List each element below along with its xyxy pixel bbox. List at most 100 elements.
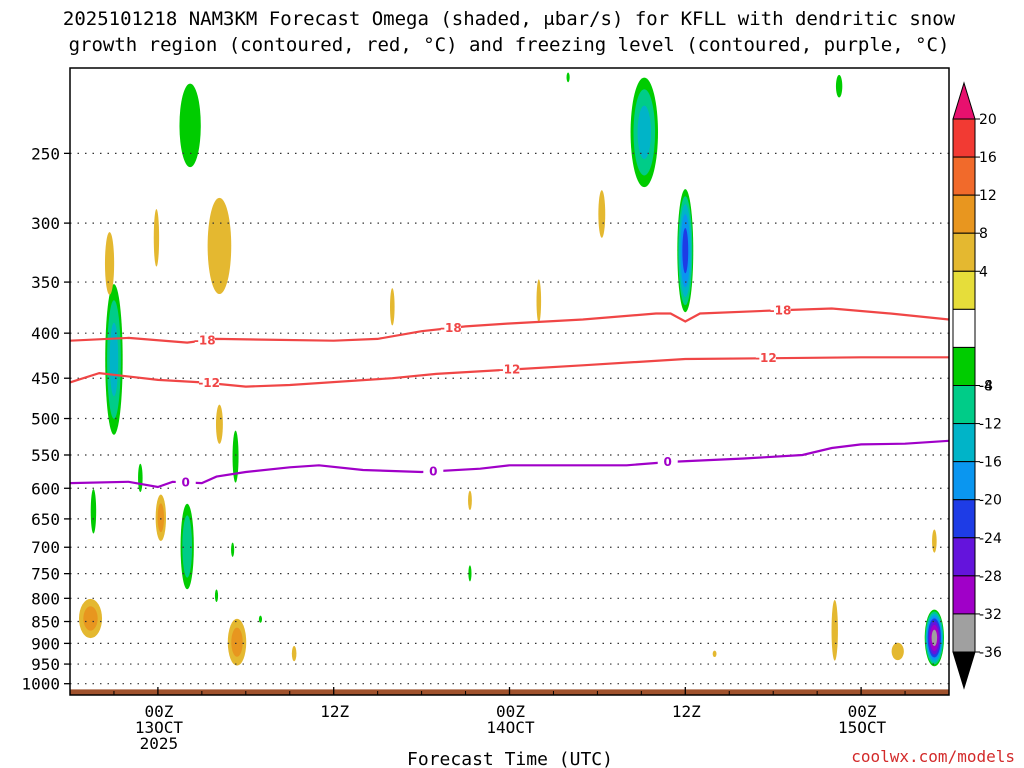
y-tick-label: 550 — [31, 446, 60, 465]
colorbar-max-triangle — [952, 81, 976, 120]
colorbar-label: -20 — [979, 493, 1002, 509]
omega-contour-level — [891, 642, 904, 661]
grid-lines — [70, 152, 949, 685]
x-tick-label: 15OCT — [838, 718, 887, 737]
y-tick-label: 700 — [31, 538, 60, 557]
colorbar-min-triangle — [952, 651, 976, 690]
contour-label: 0 — [182, 475, 190, 489]
y-tick-label: 300 — [31, 214, 60, 233]
x-tick-label: 12Z — [672, 702, 701, 721]
omega-cell-descent — [891, 642, 904, 661]
omega-contour-level — [712, 650, 717, 658]
omega-cell-descent — [536, 279, 542, 323]
colorbar-bin — [952, 461, 976, 501]
x-tick-label: 00Z — [848, 702, 877, 721]
omega-contour-level — [232, 430, 239, 483]
omega-contour-level — [390, 288, 395, 326]
contour-label-bg — [423, 464, 444, 479]
contour-label: -18 — [194, 333, 216, 347]
omega-cell-ascent — [214, 589, 219, 603]
omega-shading-layer — [78, 72, 944, 667]
colorbar-bin — [952, 270, 976, 310]
omega-cell-descent — [215, 404, 223, 444]
contour-label-bg — [499, 362, 520, 377]
y-tick-label: 400 — [31, 324, 60, 343]
omega-cell-ascent — [630, 77, 658, 188]
omega-cell-ascent — [258, 615, 263, 623]
omega-contour-level — [682, 228, 689, 274]
contour-label: -12 — [198, 376, 220, 390]
omega-cell-descent — [468, 490, 472, 511]
y-tick-label: 1000 — [21, 675, 60, 694]
y-tick-label: 800 — [31, 589, 60, 608]
omega-cell-ascent — [90, 488, 97, 534]
colorbar-bin — [952, 423, 976, 463]
x-tick-label: 00Z — [496, 702, 525, 721]
colorbar-bin — [952, 156, 976, 196]
omega-contour-level — [83, 606, 98, 631]
omega-contour-level — [182, 515, 193, 578]
omega-contour-level — [153, 209, 160, 267]
omega-cell-descent — [153, 209, 160, 267]
colorbar-label: 20 — [979, 112, 997, 128]
colorbar-label: -8 — [979, 379, 993, 395]
y-tick-label: 350 — [31, 273, 60, 292]
contour-label-bg — [657, 455, 678, 470]
contour-label-bg — [755, 351, 776, 366]
omega-cell-ascent — [566, 72, 570, 83]
omega-cell-ascent — [179, 83, 201, 168]
colorbar-label: -24 — [979, 531, 1002, 547]
omega-cell-descent — [831, 600, 838, 661]
y-tick-label: 900 — [31, 634, 60, 653]
colorbar-label: 8 — [979, 226, 988, 242]
x-tick-label: 12Z — [320, 702, 349, 721]
omega-cell-descent — [712, 650, 717, 658]
y-tick-label: 600 — [31, 479, 60, 498]
y-tick-label: 650 — [31, 510, 60, 529]
omega-contour-level — [932, 529, 937, 553]
colorbar-bin — [952, 499, 976, 539]
colorbar-bin — [952, 118, 976, 158]
colorbar-bin — [952, 613, 976, 653]
colorbar-bin — [952, 537, 976, 577]
omega-contour-level — [566, 72, 570, 83]
omega-contour-level — [258, 615, 263, 623]
contour-label: -18 — [770, 303, 792, 317]
colorbar-label: 16 — [979, 150, 997, 166]
contour-label: 0 — [664, 455, 672, 469]
omega-cell-descent — [598, 190, 606, 238]
contour-label-bg — [199, 376, 220, 391]
y-tick-label: 850 — [31, 613, 60, 632]
omega-cell-descent — [104, 232, 115, 295]
credit-link[interactable]: coolwx.com/models — [851, 747, 1015, 766]
omega-contour-level — [104, 232, 115, 295]
omega-contour-level — [468, 565, 472, 582]
contour-label: 0 — [429, 464, 437, 478]
omega-cell-descent — [78, 598, 103, 639]
contour-dgz--12: -12 -12 -12 — [70, 351, 949, 391]
omega-cell-descent — [390, 288, 395, 326]
omega-contour-level — [231, 542, 235, 557]
colorbar-label: -32 — [979, 607, 1002, 623]
y-tick-label: 250 — [31, 144, 60, 163]
y-axis: 250 300 350 400 450 500 550 600 650 700 750 800 850 9… — [21, 144, 70, 694]
omega-cell-descent — [932, 529, 937, 553]
omega-cell-ascent — [677, 189, 694, 313]
y-tick-label: 750 — [31, 565, 60, 584]
omega-contour-level — [536, 279, 542, 323]
colorbar-bin — [952, 232, 976, 272]
omega-cell-descent — [291, 646, 297, 662]
colorbar: 20 16 12 8 4 -4-8 -12 -16 -20 -24 -28 -32 -36 — [952, 81, 1002, 690]
contour-layer: -18 -18 -18 -12 -12 -12 0 0 0 — [70, 303, 949, 490]
omega-contour-level — [598, 190, 606, 238]
omega-contour-level — [179, 83, 201, 168]
contour-label-bg — [175, 475, 196, 490]
contour-label-bg — [194, 333, 215, 348]
omega-contour-level — [931, 629, 938, 647]
omega-contour-level — [207, 197, 232, 295]
omega-cell-ascent — [924, 609, 944, 667]
colorbar-label: -36 — [979, 645, 1002, 661]
omega-contour-level — [468, 490, 472, 511]
contour-line — [70, 439, 949, 489]
